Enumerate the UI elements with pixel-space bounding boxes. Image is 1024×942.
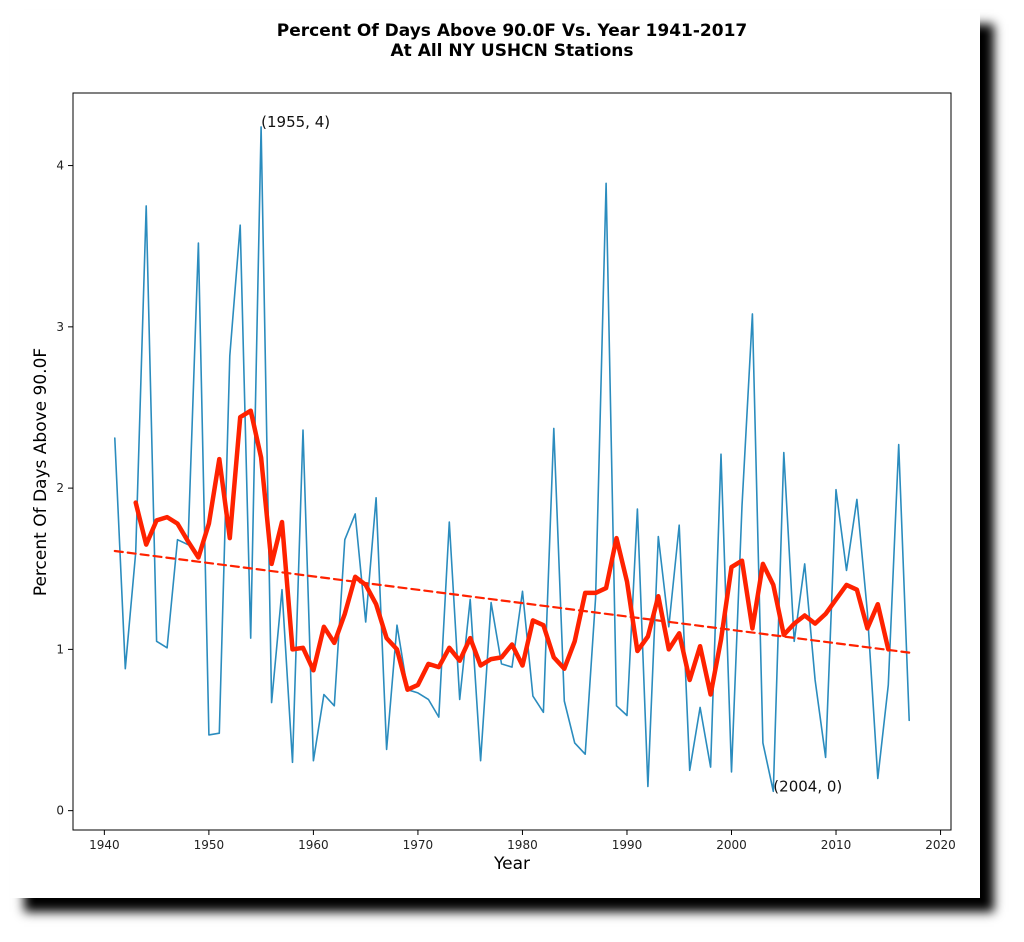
x-tick-label: 1980 [507, 838, 538, 852]
y-tick-label: 4 [56, 159, 64, 173]
y-axis: 0 1 2 3 4 [56, 159, 73, 818]
y-tick-label: 1 [56, 642, 64, 656]
chart-frame: Percent Of Days Above 90.0F Vs. Year 194… [10, 10, 980, 898]
annotation-layer: (1955, 4) (2004, 0) [261, 113, 842, 795]
x-tick-label: 2000 [716, 838, 747, 852]
x-tick-label: 1990 [612, 838, 643, 852]
chart-svg: Percent Of Days Above 90.0F Vs. Year 194… [31, 21, 956, 874]
x-tick-label: 2020 [925, 838, 956, 852]
x-axis-label: Year [493, 854, 530, 874]
annual-series-line [114, 126, 911, 793]
x-tick-label: 2010 [821, 838, 852, 852]
y-tick-label: 3 [56, 320, 64, 334]
x-axis: 1940 1950 1960 1970 1980 1990 2000 2010 2020 [89, 830, 956, 852]
plot-area [72, 92, 952, 831]
y-tick-label: 2 [56, 481, 64, 495]
x-tick-label: 1940 [89, 838, 120, 852]
y-axis-label: Percent Of Days Above 90.0F [31, 348, 51, 596]
x-tick-label: 1970 [403, 838, 434, 852]
annotation-label: (1955, 4) [261, 113, 330, 131]
annotation-label: (2004, 0) [773, 777, 842, 795]
series-layer [113, 126, 911, 793]
chart-title: Percent Of Days Above 90.0F Vs. Year 194… [277, 21, 747, 41]
chart-subtitle: At All NY USHCN Stations [391, 41, 634, 61]
y-tick-label: 0 [56, 804, 64, 818]
moving-average-line [133, 408, 891, 697]
x-tick-label: 1960 [298, 838, 329, 852]
trend-line [113, 549, 911, 654]
x-tick-label: 1950 [194, 838, 225, 852]
